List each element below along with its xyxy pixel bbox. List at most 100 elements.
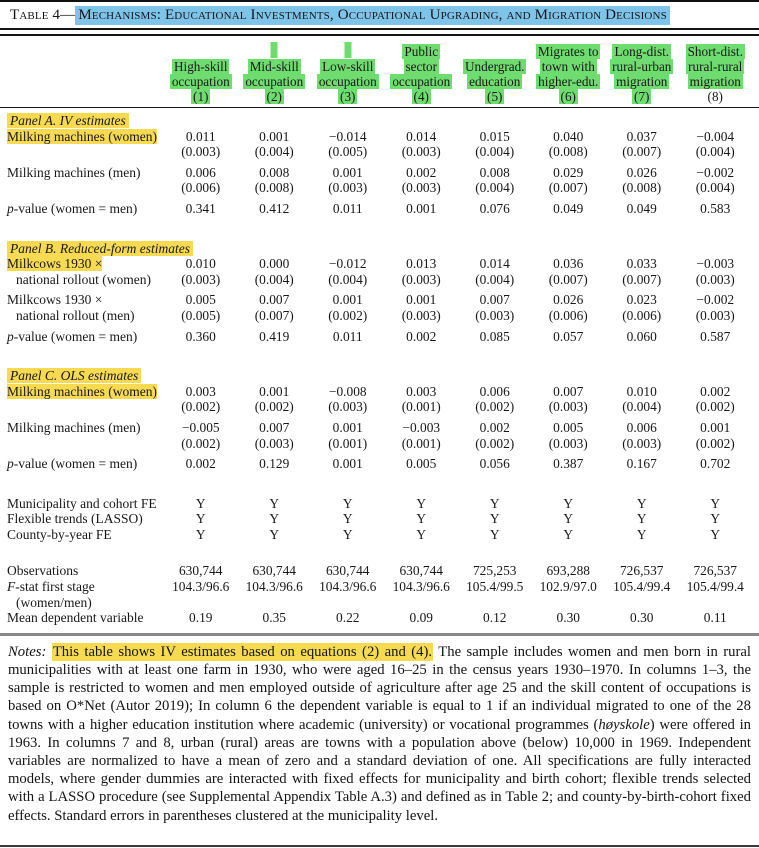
row-label-text: p-value (women = men)	[7, 200, 138, 216]
table-row: (0.002) (0.002) (0.003) (0.001) (0.002) (0.00…	[7, 399, 752, 415]
fe-indicator: Y	[416, 495, 427, 511]
standard-error: (0.004)	[475, 144, 515, 160]
table-row: Milking machines (men) −0.005 0.007 0.001 −0…	[7, 420, 752, 436]
standard-error: (0.005)	[181, 307, 221, 323]
coefficient-value: 0.007	[259, 419, 290, 435]
standard-error: (0.003)	[695, 307, 735, 323]
statistic-value	[385, 595, 459, 611]
statistic-value: 0.35	[262, 610, 286, 626]
green-tick-mark	[270, 42, 278, 58]
standard-error: (0.002)	[475, 435, 515, 451]
column-header-line: occupation	[169, 74, 232, 89]
row-label: F-stat first stage	[7, 579, 164, 595]
coefficient-value: −0.005	[181, 419, 220, 435]
row-label-text: Milking machines (men)	[7, 419, 141, 435]
statistic-value	[532, 595, 606, 611]
column-header-line: occupation	[390, 74, 453, 89]
p-value: 0.002	[406, 328, 437, 344]
coefficient-value: 0.001	[259, 128, 290, 144]
coefficient-value: 0.008	[479, 164, 510, 180]
statistic-value: 630,744	[252, 563, 297, 579]
coefficient-value: 0.010	[185, 256, 216, 272]
statistic-value: 726,537	[619, 563, 664, 579]
standard-error: (0.002)	[181, 435, 221, 451]
standard-error: (0.003)	[401, 271, 441, 287]
p-value: 0.002	[185, 456, 216, 472]
statistic-value: 725,253	[472, 563, 517, 579]
row-label: Milking machines (men)	[7, 420, 164, 436]
column-header-line: Undergrad.	[463, 59, 527, 74]
standard-error: (0.008)	[254, 180, 294, 196]
coefficient-value: −0.012	[328, 256, 367, 272]
statistic-value: 0.09	[409, 610, 433, 626]
statistic-value: 630,744	[399, 563, 444, 579]
row-label-text: Flexible trends (LASSO)	[7, 511, 143, 527]
statistic-value: 104.3/96.6	[319, 579, 377, 595]
fe-indicator: Y	[342, 495, 353, 511]
row-label: Milking machines (men)	[7, 165, 164, 181]
p-value: 0.419	[259, 328, 290, 344]
standard-error: (0.004)	[475, 180, 515, 196]
column-header-line: Long-dist.	[612, 44, 672, 59]
column-number: (8)	[707, 89, 723, 104]
row-label-text: national rollout (women)	[16, 271, 151, 287]
table-row: (0.006) (0.008) (0.003) (0.003) (0.004) (0.00…	[7, 180, 752, 196]
statistic-value	[311, 595, 385, 611]
fe-indicator: Y	[710, 511, 721, 527]
statistic-value: 0.12	[483, 610, 507, 626]
column-header-7: Long-dist. rural-urban migration (7)	[605, 42, 679, 104]
table-row: Milking machines (women) 0.003 0.001 −0.008…	[7, 383, 752, 400]
column-number: (4)	[411, 89, 431, 104]
standard-error: (0.002)	[695, 435, 735, 451]
statistic-value: 105.4/99.4	[686, 579, 744, 595]
p-value: 0.702	[700, 456, 731, 472]
column-header-line: sector	[403, 59, 439, 74]
p-value: 0.387	[553, 456, 584, 472]
coefficient-value: −0.004	[696, 128, 735, 144]
header-spacer	[7, 42, 164, 104]
fe-indicator: Y	[195, 526, 206, 542]
column-header-line: education	[467, 74, 523, 89]
row-label: p-value (women = men)	[7, 456, 164, 472]
coefficient-value: 0.007	[479, 292, 510, 308]
fe-indicator: Y	[489, 495, 500, 511]
column-header-line: Short-dist.	[685, 44, 745, 59]
standard-error: (0.008)	[548, 144, 588, 160]
fe-indicator: Y	[269, 495, 280, 511]
table-row: p-value (women = men) 0.360 0.419 0.011 0.00…	[7, 329, 752, 345]
panel-title-text: Panel C. OLS estimates	[7, 368, 142, 384]
header-rule	[0, 107, 759, 108]
column-header-4: Public sector occupation (4)	[385, 42, 459, 104]
row-label: p-value (women = men)	[7, 201, 164, 217]
fe-indicator: Y	[416, 526, 427, 542]
table-row: Municipality and cohort FE Y Y Y Y Y Y Y Y	[7, 496, 752, 512]
fe-indicator: Y	[416, 511, 427, 527]
p-value: 0.005	[406, 456, 437, 472]
standard-error: (0.002)	[328, 307, 368, 323]
coefficient-value: −0.014	[328, 128, 367, 144]
row-label-text: Milking machines (women)	[7, 383, 157, 399]
coefficient-value: 0.026	[626, 164, 657, 180]
row-label	[7, 144, 164, 160]
p-value: 0.011	[332, 328, 363, 344]
column-header-line: Migrates to	[536, 44, 601, 59]
column-header-row: High-skill occupation (1) Mid-skill occupati…	[0, 36, 759, 107]
coefficient-value: −0.002	[696, 292, 735, 308]
standard-error: (0.004)	[328, 271, 368, 287]
coefficient-value: 0.014	[406, 128, 437, 144]
statistic-value: 104.3/96.6	[245, 579, 303, 595]
p-value: 0.360	[185, 328, 216, 344]
fe-indicator: Y	[195, 495, 206, 511]
fe-indicator: Y	[710, 495, 721, 511]
column-number: (7)	[632, 89, 652, 104]
standard-error: (0.007)	[254, 307, 294, 323]
coefficient-value: 0.002	[406, 164, 437, 180]
row-label-text: Milkcows 1930 ×	[7, 256, 103, 272]
standard-error: (0.003)	[328, 399, 368, 415]
row-label	[7, 180, 164, 196]
coefficient-value: 0.002	[700, 383, 731, 399]
column-header-line: rural-urban	[610, 59, 674, 74]
table-row: p-value (women = men) 0.002 0.129 0.001 0.00…	[7, 456, 752, 472]
coefficient-value: 0.003	[406, 383, 437, 399]
